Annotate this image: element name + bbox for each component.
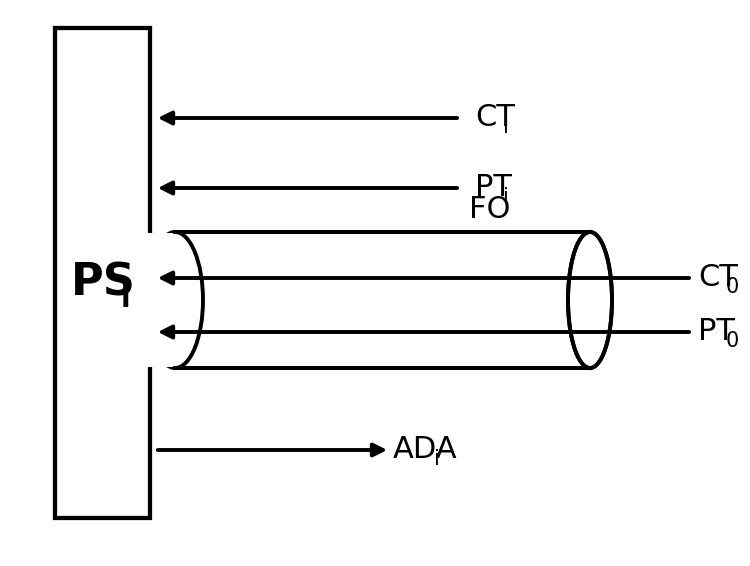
Text: ADA: ADA [393, 435, 458, 465]
Text: i: i [434, 449, 439, 469]
Text: FO: FO [470, 195, 511, 225]
Text: PT: PT [475, 174, 512, 203]
Text: 0: 0 [726, 277, 740, 297]
Bar [145, 233, 175, 367]
Text: i: i [503, 187, 509, 207]
Text: CT: CT [698, 264, 738, 293]
Text: PT: PT [698, 318, 735, 346]
Text: i: i [120, 285, 130, 313]
Polygon shape [568, 232, 612, 368]
Text: 0: 0 [726, 331, 740, 351]
Bar [55, 28, 150, 518]
Text: PS: PS [70, 261, 136, 305]
Text: i: i [503, 117, 509, 137]
Text: CT: CT [475, 104, 514, 132]
